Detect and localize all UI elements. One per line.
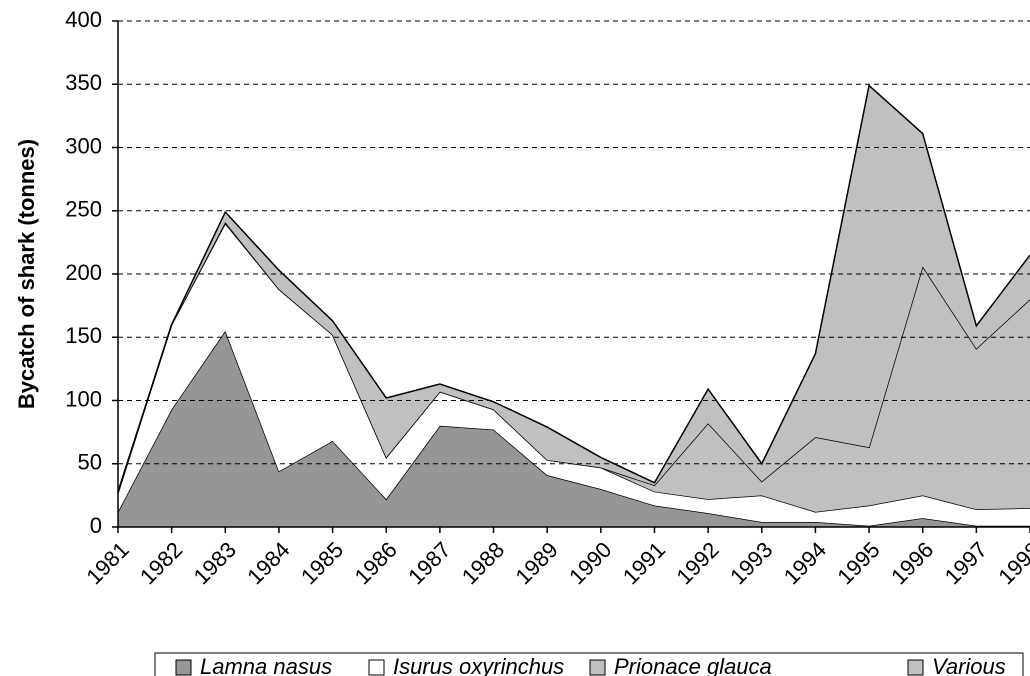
x-tick-label: 1993	[725, 537, 777, 589]
y-tick-label: 250	[65, 197, 102, 222]
y-tick-label: 350	[65, 70, 102, 95]
y-tick-label: 300	[65, 133, 102, 158]
area	[118, 223, 1030, 526]
x-tick-label: 1984	[242, 537, 294, 589]
area	[118, 330, 1030, 527]
x-tick-label: 1995	[832, 537, 884, 589]
area	[118, 222, 1030, 512]
legend-swatch	[589, 659, 606, 676]
legend-swatch	[368, 659, 385, 676]
legend-label: Isurus oxyrinchus	[393, 654, 564, 676]
y-tick-label: 0	[90, 513, 102, 538]
x-tick-label: 1989	[511, 537, 563, 589]
legend-label: Various	[932, 654, 1006, 676]
x-tick-label: 1987	[403, 537, 455, 589]
x-tick-label: 1992	[671, 537, 723, 589]
legend-label: Prionace glauca	[614, 654, 772, 676]
x-tick-label: 1991	[618, 537, 670, 589]
plot-area	[117, 84, 1030, 527]
area-line	[117, 84, 1030, 492]
area	[118, 85, 1030, 493]
y-tick-label: 400	[65, 7, 102, 32]
x-tick-label: 1983	[189, 537, 241, 589]
legend-label: Lamna nasus	[200, 654, 332, 676]
x-tick-label: 1997	[940, 537, 992, 589]
y-axis-label: Bycatch of shark (tonnes)	[14, 139, 39, 409]
y-tick-label: 150	[65, 323, 102, 348]
legend-swatch	[175, 659, 192, 676]
x-tick-label: 1998	[993, 537, 1030, 589]
x-tick-label: 1985	[296, 537, 348, 589]
x-tick-label: 1996	[886, 537, 938, 589]
x-tick-label: 1986	[350, 537, 402, 589]
x-tick-label: 1994	[779, 537, 831, 589]
y-tick-label: 100	[65, 386, 102, 411]
y-tick-label: 200	[65, 260, 102, 285]
legend-swatch	[907, 659, 924, 676]
x-tick-label: 1988	[457, 537, 509, 589]
y-tick-label: 50	[78, 450, 102, 475]
x-tick-label: 1990	[564, 537, 616, 589]
x-tick-label: 1981	[81, 537, 133, 589]
x-tick-label: 1982	[135, 537, 187, 589]
grid	[118, 20, 1030, 465]
